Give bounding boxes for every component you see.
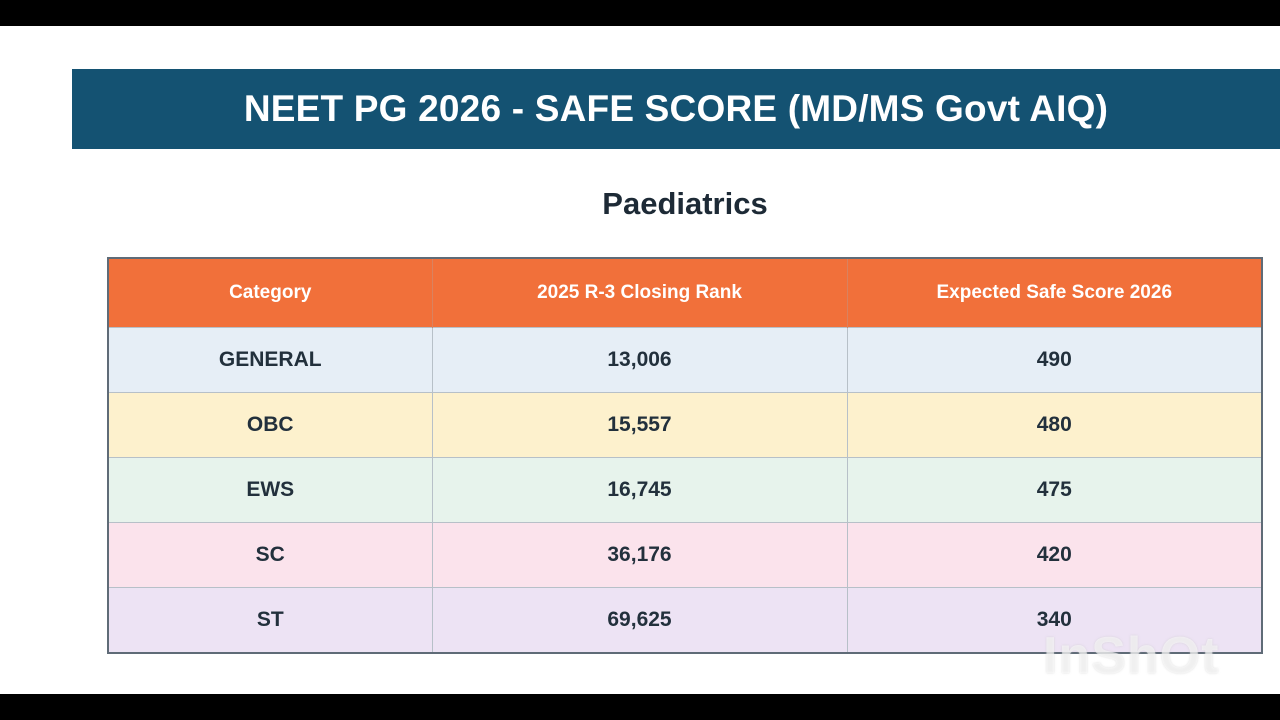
- table-row: GENERAL 13,006 490: [109, 327, 1261, 393]
- inshot-watermark: InShOt: [1043, 627, 1220, 685]
- letterbox-bottom: [0, 694, 1280, 720]
- column-header-category: Category: [109, 259, 433, 328]
- column-header-closing-rank: 2025 R-3 Closing Rank: [432, 259, 848, 328]
- category-cell: OBC: [109, 392, 433, 458]
- slide: NEET PG 2026 - SAFE SCORE (MD/MS Govt AI…: [0, 26, 1280, 694]
- subject-heading: Paediatrics: [602, 186, 768, 221]
- safe-score-cell: 420: [847, 522, 1261, 588]
- safe-score-cell: 490: [847, 327, 1261, 393]
- category-cell: ST: [109, 587, 433, 652]
- safe-score-cell: 475: [847, 457, 1261, 523]
- table-header-row: Category 2025 R-3 Closing Rank Expected …: [109, 259, 1261, 328]
- closing-rank-cell: 16,745: [432, 457, 848, 523]
- safe-score-table: Category 2025 R-3 Closing Rank Expected …: [107, 257, 1263, 654]
- column-header-safe-score: Expected Safe Score 2026: [847, 259, 1261, 328]
- category-cell: SC: [109, 522, 433, 588]
- closing-rank-cell: 13,006: [432, 327, 848, 393]
- table-row: EWS 16,745 475: [109, 457, 1261, 523]
- title-banner: NEET PG 2026 - SAFE SCORE (MD/MS Govt AI…: [72, 69, 1280, 149]
- category-cell: GENERAL: [109, 327, 433, 393]
- letterbox-top: [0, 0, 1280, 26]
- closing-rank-cell: 15,557: [432, 392, 848, 458]
- closing-rank-cell: 36,176: [432, 522, 848, 588]
- table-row: ST 69,625 340: [109, 587, 1261, 652]
- category-cell: EWS: [109, 457, 433, 523]
- page-title: NEET PG 2026 - SAFE SCORE (MD/MS Govt AI…: [243, 88, 1109, 129]
- safe-score-cell: 340: [847, 587, 1261, 652]
- safe-score-cell: 480: [847, 392, 1261, 458]
- table-row: SC 36,176 420: [109, 522, 1261, 588]
- table-row: OBC 15,557 480: [109, 392, 1261, 458]
- closing-rank-cell: 69,625: [432, 587, 848, 652]
